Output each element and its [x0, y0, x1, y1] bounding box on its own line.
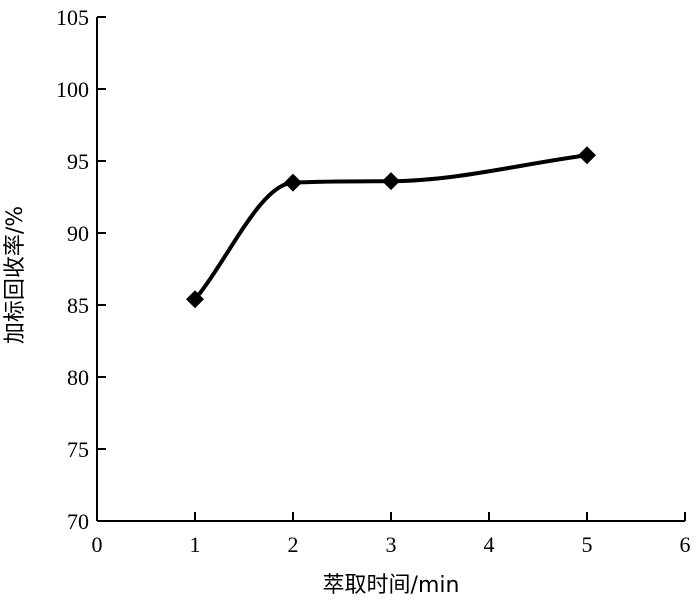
x-tick-label: 0 [92, 532, 103, 557]
x-tick-label: 4 [484, 532, 495, 557]
y-tick-label: 75 [67, 437, 89, 462]
axes [96, 17, 685, 522]
y-tick-label: 105 [56, 5, 89, 30]
data-point-marker [284, 173, 302, 192]
y-tick-label: 70 [67, 509, 89, 534]
x-tick-label: 1 [190, 532, 201, 557]
data-point-marker [382, 172, 400, 191]
y-tick-label: 100 [56, 77, 89, 102]
x-axis-title: 萃取时间/min [323, 573, 460, 598]
series-line [193, 153, 589, 302]
data-markers [186, 146, 596, 309]
x-tick-label: 6 [680, 532, 691, 557]
data-point-marker [578, 146, 596, 165]
y-tick-label: 80 [67, 365, 89, 390]
y-axis-title: 加标回收率/% [3, 206, 28, 344]
x-tick-label: 3 [386, 532, 397, 557]
x-tick-label: 5 [582, 532, 593, 557]
data-point-marker [186, 290, 204, 309]
y-tick-label: 95 [67, 149, 89, 174]
y-tick-label: 85 [67, 293, 89, 318]
x-ticks: 0 1 2 3 4 5 6 [92, 512, 691, 557]
x-tick-label: 2 [288, 532, 299, 557]
y-tick-label: 90 [67, 221, 89, 246]
y-ticks: 70 75 80 85 90 95 100 105 [56, 5, 106, 534]
